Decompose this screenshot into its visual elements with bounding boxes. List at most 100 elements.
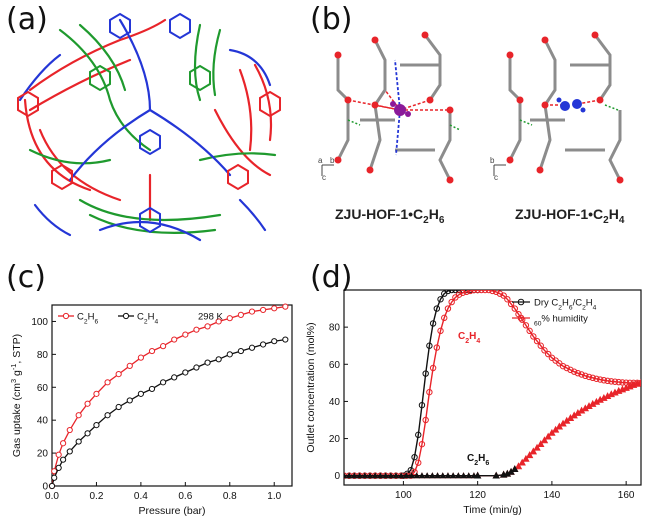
- data-point-1: [478, 290, 485, 294]
- y-tick-label: 0: [334, 471, 340, 482]
- legend-label: C2H6: [77, 312, 98, 326]
- data-point-1: [511, 305, 518, 312]
- panel-a-label: (a): [6, 2, 48, 37]
- y-tick-label: 20: [37, 449, 49, 460]
- panel-b-label: (b): [310, 2, 353, 37]
- data-point-C2H6: [93, 390, 100, 397]
- baseline-point-3: [455, 472, 462, 479]
- y-axis-label: Gas uptake (cm3 g-1, STP): [9, 334, 24, 457]
- data-point-C2H6: [204, 323, 211, 330]
- data-point-1: [608, 378, 615, 385]
- x-tick-label: 140: [544, 490, 561, 501]
- data-point-C2H4: [104, 412, 111, 419]
- data-point-0: [444, 290, 452, 295]
- data-point-2: [637, 378, 641, 386]
- x-axis-label: Pressure (bar): [138, 505, 205, 517]
- baseline-point-3: [429, 472, 436, 479]
- breakthrough-chart: 100 120 140 160 0 20 40 60 80 Time (min/g) Outlet …: [305, 289, 642, 516]
- data-point-C2H6: [104, 379, 111, 386]
- data-point-C2H6: [282, 303, 289, 310]
- data-point-0: [437, 296, 444, 303]
- data-point-C2H4: [48, 482, 56, 490]
- data-point-2: [533, 443, 541, 451]
- panel-a-structure-image: [17, 12, 281, 242]
- data-point-C2H4: [137, 390, 144, 397]
- data-point-C2H6: [66, 426, 73, 434]
- data-point-C2H4: [84, 430, 91, 437]
- data-point-0: [433, 305, 441, 312]
- data-point-C2H6: [148, 347, 156, 355]
- data-point-C2H4: [282, 336, 289, 343]
- data-point-1: [489, 290, 496, 295]
- data-point-1: [619, 379, 626, 386]
- data-point-C2H4: [271, 338, 278, 345]
- data-point-1: [522, 322, 530, 329]
- data-point-1: [415, 459, 422, 466]
- data-point-C2H6: [126, 362, 133, 369]
- x-tick-label: 0.4: [134, 491, 148, 502]
- data-point-1: [570, 368, 578, 375]
- data-point-1: [411, 468, 418, 476]
- data-point-1: [574, 370, 582, 377]
- y-tick-label: 40: [329, 397, 341, 408]
- data-point-1: [481, 290, 489, 294]
- data-point-2: [522, 454, 530, 462]
- x-tick-label: 1.0: [267, 491, 281, 502]
- data-point-1: [567, 366, 574, 374]
- data-point-C2H4: [126, 397, 133, 404]
- data-point-C2H6: [226, 315, 233, 322]
- data-point-1: [474, 290, 481, 294]
- baseline-point-3: [344, 472, 348, 479]
- legend-label: 60% humidity: [534, 314, 588, 328]
- caption-c2h6: ZJU-HOF-1•C2H6: [335, 206, 445, 226]
- annotation-c2h4: C2H4: [458, 331, 480, 345]
- y-tick-label: 100: [31, 317, 48, 328]
- data-point-1: [426, 388, 433, 396]
- baseline-point-3: [392, 472, 400, 479]
- legend-marker: [517, 298, 525, 306]
- x-axis-label: Time (min/g): [463, 504, 522, 516]
- legend-label: C2H4: [137, 312, 158, 326]
- baseline-point-3: [460, 472, 467, 479]
- data-point-1: [422, 416, 429, 424]
- data-point-0: [411, 453, 418, 461]
- data-point-0: [426, 342, 433, 349]
- caption-c2h4: ZJU-HOF-1•C2H4: [515, 206, 625, 226]
- data-point-C2H4: [160, 379, 167, 386]
- x-tick-label: 0.8: [223, 491, 237, 502]
- series-line-0: [344, 290, 478, 477]
- data-point-1: [582, 372, 589, 380]
- y-tick-label: 60: [37, 383, 49, 394]
- y-tick-label: 20: [329, 434, 341, 445]
- data-point-2: [525, 451, 534, 459]
- data-point-1: [433, 344, 441, 351]
- data-point-C2H6: [182, 331, 189, 338]
- panel-d: (d) 100 120 140 160 0 20 40 60 80 Time (min/g) Out…: [300, 258, 649, 520]
- data-point-C2H6: [237, 311, 244, 318]
- data-point-C2H4: [93, 422, 100, 429]
- legend-marker: [122, 312, 130, 320]
- data-point-C2H6: [84, 400, 91, 407]
- baseline-point-3: [377, 472, 384, 479]
- series-line-C2H4: [51, 338, 286, 487]
- panel-b-crystal-structures: a b c b c: [318, 31, 624, 184]
- panel-a: (a): [0, 0, 300, 255]
- baseline-point-3: [413, 472, 420, 479]
- data-point-1: [589, 374, 596, 382]
- y-tick-label: 60: [329, 360, 341, 371]
- data-point-C2H6: [193, 326, 200, 333]
- data-point-1: [507, 300, 515, 308]
- data-point-1: [604, 377, 611, 385]
- y-tick-label: 80: [37, 350, 49, 361]
- x-tick-label: 100: [395, 490, 412, 501]
- data-point-C2H4: [75, 438, 82, 445]
- data-point-C2H4: [60, 456, 67, 463]
- plot-area: [344, 290, 641, 479]
- axis-mark-c: c: [322, 173, 326, 182]
- data-point-1: [559, 362, 567, 370]
- axis-mark-c-right: c: [494, 173, 498, 182]
- data-point-1: [533, 337, 541, 345]
- data-point-C2H4: [260, 341, 267, 348]
- baseline-point-3: [434, 472, 441, 479]
- data-point-1: [519, 316, 526, 323]
